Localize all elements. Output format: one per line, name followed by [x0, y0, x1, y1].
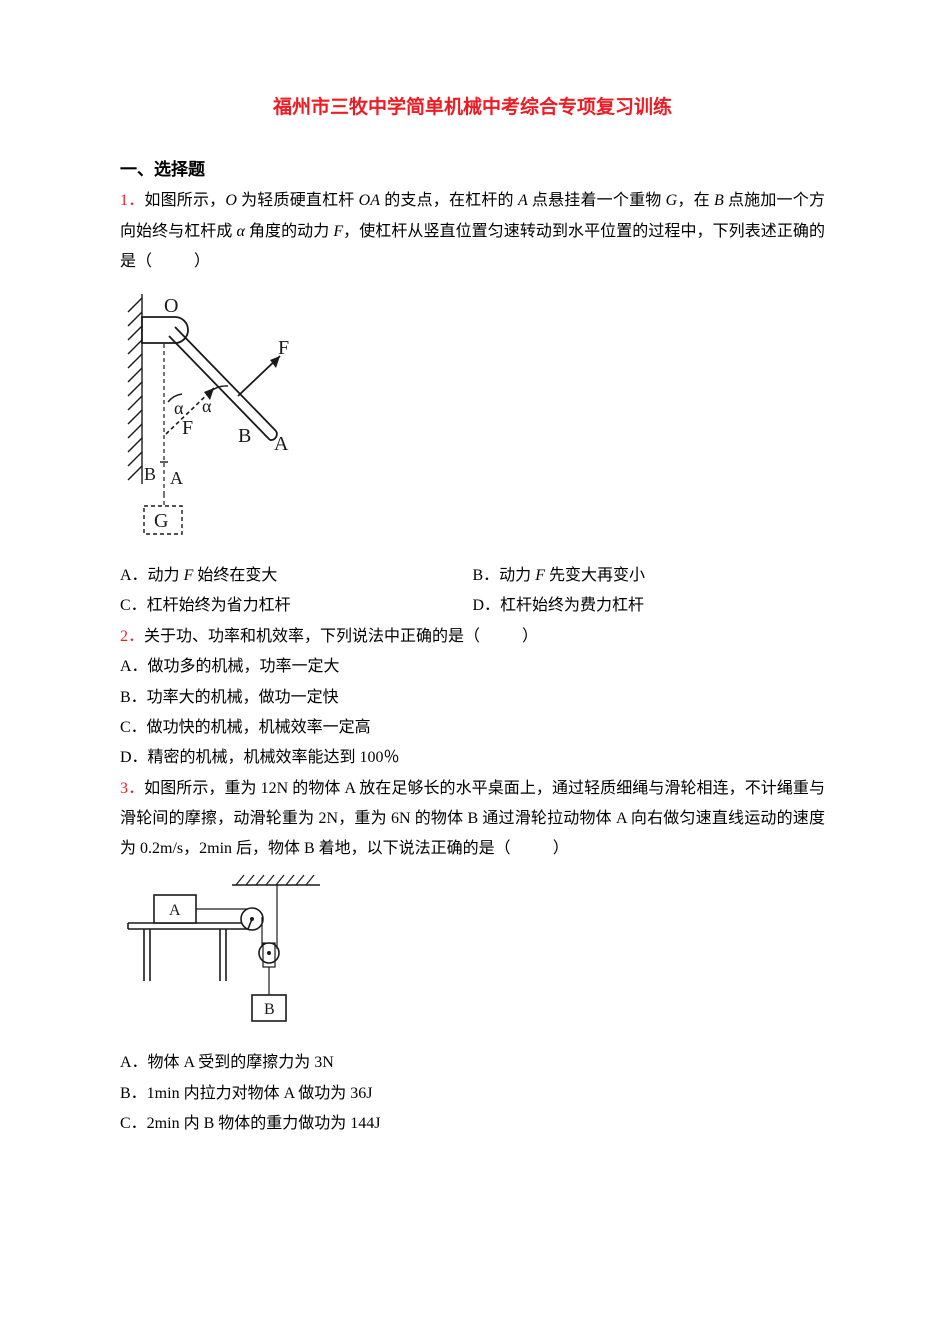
- text: 点悬挂着一个重物: [528, 192, 666, 209]
- symbol-OA: OA: [359, 192, 380, 209]
- question-3-figure: A B: [120, 871, 825, 1042]
- option-C: C．做功快的机械，机械效率一定高: [120, 713, 825, 743]
- question-number: 2．: [120, 628, 144, 645]
- option-B: B．1min 内拉力对物体 A 做功为 36J: [120, 1079, 825, 1109]
- text: ）: [522, 628, 538, 645]
- question-number: 3．: [120, 780, 144, 797]
- svg-text:F: F: [278, 337, 289, 359]
- text: ，在: [677, 192, 714, 209]
- symbol-B: B: [714, 192, 724, 209]
- svg-text:O: O: [164, 295, 178, 317]
- option-A: A．物体 A 受到的摩擦力为 3N: [120, 1048, 825, 1078]
- question-1-options-row1: A．动力 F 始终在变大 B．动力 F 先变大再变小: [120, 561, 825, 591]
- svg-text:A: A: [170, 468, 183, 488]
- option-A: A．动力 F 始终在变大: [120, 561, 473, 591]
- question-number: 1．: [120, 192, 144, 209]
- text: ）: [194, 253, 210, 270]
- option-C: C．2min 内 B 物体的重力做功为 144J: [120, 1109, 825, 1139]
- text: 如图所示，重为 12N 的物体 A 放在足够长的水平桌面上，通过轻质细绳与滑轮相…: [120, 780, 825, 858]
- symbol-A: A: [518, 192, 528, 209]
- svg-text:G: G: [154, 510, 168, 532]
- symbol-O: O: [225, 192, 237, 209]
- text: 如图所示，: [144, 192, 225, 209]
- text: 角度的动力: [245, 223, 333, 240]
- option-B: B．动力 F 先变大再变小: [473, 561, 826, 591]
- symbol-G: G: [666, 192, 678, 209]
- symbol-alpha: α: [237, 223, 245, 240]
- svg-text:B: B: [264, 1001, 275, 1018]
- text: ）: [553, 840, 569, 857]
- svg-text:α: α: [174, 398, 184, 418]
- option-A: A．做功多的机械，功率一定大: [120, 652, 825, 682]
- question-3-stem: 3．如图所示，重为 12N 的物体 A 放在足够长的水平桌面上，通过轻质细绳与滑…: [120, 774, 825, 865]
- symbol-F: F: [333, 223, 343, 240]
- svg-text:A: A: [169, 902, 181, 919]
- svg-text:A: A: [274, 433, 289, 455]
- section-heading-1: 一、选择题: [120, 154, 825, 186]
- option-C: C．杠杆始终为省力杠杆: [120, 591, 473, 621]
- document-title: 福州市三牧中学简单机械中考综合专项复习训练: [120, 90, 825, 126]
- question-1-options-row2: C．杠杆始终为省力杠杆 D．杠杆始终为费力杠杆: [120, 591, 825, 621]
- question-1-stem: 1．如图所示，O 为轻质硬直杠杆 OA 的支点，在杠杆的 A 点悬挂着一个重物 …: [120, 186, 825, 277]
- option-B: B．功率大的机械，做功一定快: [120, 683, 825, 713]
- text: 的支点，在杠杆的: [380, 192, 518, 209]
- svg-text:B: B: [144, 464, 156, 484]
- text: 为轻质硬直杠杆: [237, 192, 359, 209]
- option-D: D．精密的机械，机械效率能达到 100％: [120, 743, 825, 773]
- text: 关于功、功率和机效率，下列说法中正确的是（: [144, 628, 480, 645]
- svg-text:F: F: [182, 417, 193, 439]
- svg-text:B: B: [238, 425, 251, 447]
- question-1-figure: O F α B A F α B A G: [120, 284, 825, 555]
- svg-text:α: α: [202, 396, 212, 416]
- option-D: D．杠杆始终为费力杠杆: [473, 591, 826, 621]
- question-2-stem: 2．关于功、功率和机效率，下列说法中正确的是（ ）: [120, 622, 825, 652]
